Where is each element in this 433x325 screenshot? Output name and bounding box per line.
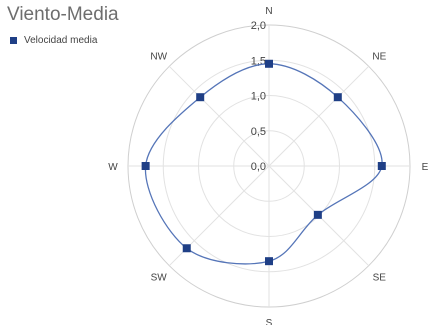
tick-label: 2,0	[251, 20, 266, 32]
chart-title: Viento-Media	[7, 4, 119, 25]
direction-label-n: N	[265, 6, 272, 17]
tick-label: 0,5	[251, 126, 266, 138]
tick-label: 0,0	[251, 161, 266, 173]
spoke-ne	[268, 65, 370, 167]
direction-label-ne: NE	[372, 52, 386, 63]
data-point-s	[265, 257, 273, 266]
legend-swatch	[10, 37, 17, 44]
tick-label: 1,0	[251, 91, 266, 103]
legend-label: Velocidad media	[24, 35, 98, 46]
data-point-sw	[182, 244, 191, 253]
data-point-ne	[333, 93, 342, 102]
data-point-n	[265, 59, 273, 68]
data-point-e	[377, 162, 386, 170]
direction-label-e: E	[422, 162, 429, 173]
data-point-se	[313, 210, 322, 219]
direction-label-sw: SW	[151, 272, 168, 283]
legend: Velocidad media	[10, 35, 97, 46]
data-point-nw	[196, 93, 205, 102]
spoke-nw	[168, 65, 270, 167]
direction-label-nw: NW	[150, 52, 167, 63]
data-point-w	[141, 162, 150, 170]
direction-label-w: W	[108, 162, 118, 173]
direction-label-se: SE	[373, 272, 387, 283]
direction-label-s: S	[266, 318, 273, 325]
